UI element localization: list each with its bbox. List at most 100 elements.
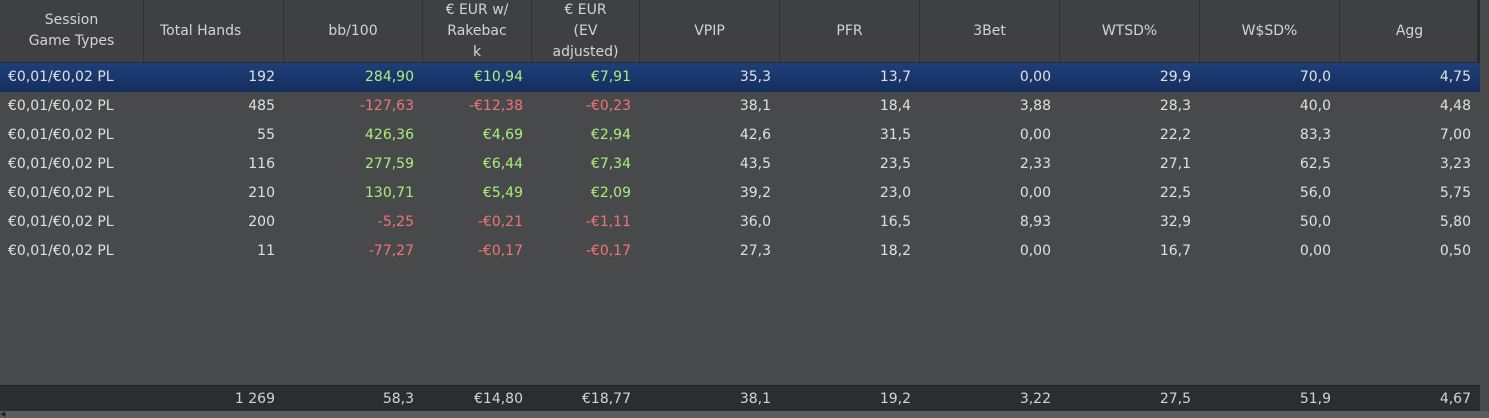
cell-wtsd: 27,5 <box>1159 391 1191 407</box>
cell-pfr: 13,7 <box>879 69 911 85</box>
cell-wtsd: 32,9 <box>1159 214 1191 230</box>
cell-vpip: 27,3 <box>739 243 771 259</box>
cell-game: €0,01/€0,02 PL <box>8 185 114 201</box>
right-gutter <box>1480 0 1489 411</box>
cell-hands: 210 <box>248 185 275 201</box>
cell-wsd: 40,0 <box>1299 98 1331 114</box>
cell-threebet: 0,00 <box>1019 127 1051 143</box>
cell-threebet: 3,88 <box>1019 98 1051 114</box>
cell-agg: 0,50 <box>1439 243 1471 259</box>
cell-hands: 116 <box>248 156 275 172</box>
cell-game <box>0 386 144 412</box>
cell-wtsd: 29,9 <box>1159 69 1191 85</box>
cell-eur_rb: -€0,17 <box>477 243 523 259</box>
cell-eur_rb: €14,80 <box>474 391 523 407</box>
cell-eur_ev: -€1,11 <box>585 214 631 230</box>
column-resize-handle[interactable] <box>1477 0 1480 62</box>
cell-hands: 1 269 <box>234 391 275 407</box>
cell-eur_rb: €10,94 <box>474 69 523 85</box>
cell-pfr: 23,5 <box>879 156 911 172</box>
cell-eur_rb: €6,44 <box>482 156 523 172</box>
table-row[interactable]: €0,01/€0,02 PL 116 277,59 €6,44 €7,34 43,5 23,… <box>0 150 1480 179</box>
cell-eur_rb: -€12,38 <box>468 98 523 114</box>
cell-threebet: 2,33 <box>1019 156 1051 172</box>
cell-hands: 11 <box>257 243 275 259</box>
cell-wtsd: 27,1 <box>1159 156 1191 172</box>
cell-wtsd: 16,7 <box>1159 243 1191 259</box>
cell-game: €0,01/€0,02 PL <box>8 127 114 143</box>
cell-vpip: 35,3 <box>739 69 771 85</box>
table-row[interactable]: €0,01/€0,02 PL 11 -77,27 -€0,17 -€0,17 27,3 18… <box>0 237 1480 266</box>
column-header-eur_rb[interactable]: € EUR w/ Rakebac k <box>423 0 532 62</box>
cell-agg: 4,75 <box>1439 69 1471 85</box>
cell-eur_rb: €4,69 <box>482 127 523 143</box>
cell-wsd: 70,0 <box>1299 69 1331 85</box>
cell-threebet: 0,00 <box>1019 243 1051 259</box>
column-header-game[interactable]: Session Game Types <box>0 0 144 62</box>
cell-pfr: 23,0 <box>879 185 911 201</box>
column-header-bb100[interactable]: bb/100 <box>284 0 423 62</box>
cell-eur_ev: €7,91 <box>590 69 631 85</box>
cell-game: €0,01/€0,02 PL <box>8 243 114 259</box>
cell-pfr: 16,5 <box>879 214 911 230</box>
column-header-vpip[interactable]: VPIP <box>640 0 780 62</box>
cell-eur_ev: €18,77 <box>582 391 631 407</box>
cell-vpip: 39,2 <box>739 185 771 201</box>
table-row[interactable]: €0,01/€0,02 PL 210 130,71 €5,49 €2,09 39,2 23,… <box>0 179 1480 208</box>
cell-eur_ev: €2,09 <box>590 185 631 201</box>
cell-vpip: 42,6 <box>739 127 771 143</box>
cell-wsd: 62,5 <box>1299 156 1331 172</box>
horizontal-scrollbar[interactable]: ◀ <box>0 411 1489 418</box>
cell-bb100: -77,27 <box>368 243 414 259</box>
cell-bb100: 130,71 <box>365 185 414 201</box>
cell-hands: 200 <box>248 214 275 230</box>
cell-eur_ev: -€0,23 <box>585 98 631 114</box>
cell-game: €0,01/€0,02 PL <box>8 98 114 114</box>
cell-wsd: 83,3 <box>1299 127 1331 143</box>
cell-bb100: -127,63 <box>359 98 414 114</box>
cell-game: €0,01/€0,02 PL <box>8 156 114 172</box>
cell-game: €0,01/€0,02 PL <box>8 214 114 230</box>
column-header-threebet[interactable]: 3Bet <box>920 0 1060 62</box>
table-row[interactable]: €0,01/€0,02 PL 192 284,90 €10,94 €7,91 35,3 13… <box>0 63 1480 92</box>
cell-vpip: 38,1 <box>739 98 771 114</box>
cell-threebet: 0,00 <box>1019 185 1051 201</box>
cell-wsd: 56,0 <box>1299 185 1331 201</box>
cell-vpip: 38,1 <box>739 391 771 407</box>
totals-row: 1 269 58,3 €14,80 €18,77 38,1 19,2 3,22 27,5 51,… <box>0 385 1480 412</box>
cell-eur_ev: -€0,17 <box>585 243 631 259</box>
cell-hands: 55 <box>257 127 275 143</box>
cell-eur_ev: €2,94 <box>590 127 631 143</box>
cell-bb100: 277,59 <box>365 156 414 172</box>
cell-eur_rb: -€0,21 <box>477 214 523 230</box>
scroll-left-icon[interactable]: ◀ <box>0 410 6 418</box>
cell-hands: 192 <box>248 69 275 85</box>
column-header-pfr[interactable]: PFR <box>780 0 920 62</box>
cell-wtsd: 22,5 <box>1159 185 1191 201</box>
cell-bb100: 426,36 <box>365 127 414 143</box>
cell-eur_ev: €7,34 <box>590 156 631 172</box>
cell-wtsd: 22,2 <box>1159 127 1191 143</box>
column-header-hands[interactable]: Total Hands <box>144 0 284 62</box>
cell-bb100: -5,25 <box>377 214 414 230</box>
cell-threebet: 3,22 <box>1019 391 1051 407</box>
column-header-wtsd[interactable]: WTSD% <box>1060 0 1200 62</box>
cell-bb100: 58,3 <box>382 391 414 407</box>
cell-vpip: 43,5 <box>739 156 771 172</box>
table-row[interactable]: €0,01/€0,02 PL 55 426,36 €4,69 €2,94 42,6 31,5… <box>0 121 1480 150</box>
column-header-wsd[interactable]: W$SD% <box>1200 0 1340 62</box>
column-header-agg[interactable]: Agg <box>1340 0 1480 62</box>
cell-pfr: 31,5 <box>879 127 911 143</box>
cell-agg: 4,67 <box>1439 391 1471 407</box>
cell-wtsd: 28,3 <box>1159 98 1191 114</box>
cell-wsd: 0,00 <box>1299 243 1331 259</box>
cell-vpip: 36,0 <box>739 214 771 230</box>
table-row[interactable]: €0,01/€0,02 PL 485 -127,63 -€12,38 -€0,23 38,… <box>0 92 1480 121</box>
cell-pfr: 18,4 <box>879 98 911 114</box>
cell-pfr: 18,2 <box>879 243 911 259</box>
grid-body: €0,01/€0,02 PL 192 284,90 €10,94 €7,91 35,3 13… <box>0 63 1480 385</box>
cell-threebet: 0,00 <box>1019 69 1051 85</box>
table-row[interactable]: €0,01/€0,02 PL 200 -5,25 -€0,21 -€1,11 36,0 16… <box>0 208 1480 237</box>
column-header-eur_ev[interactable]: € EUR (EV adjusted) <box>532 0 640 62</box>
